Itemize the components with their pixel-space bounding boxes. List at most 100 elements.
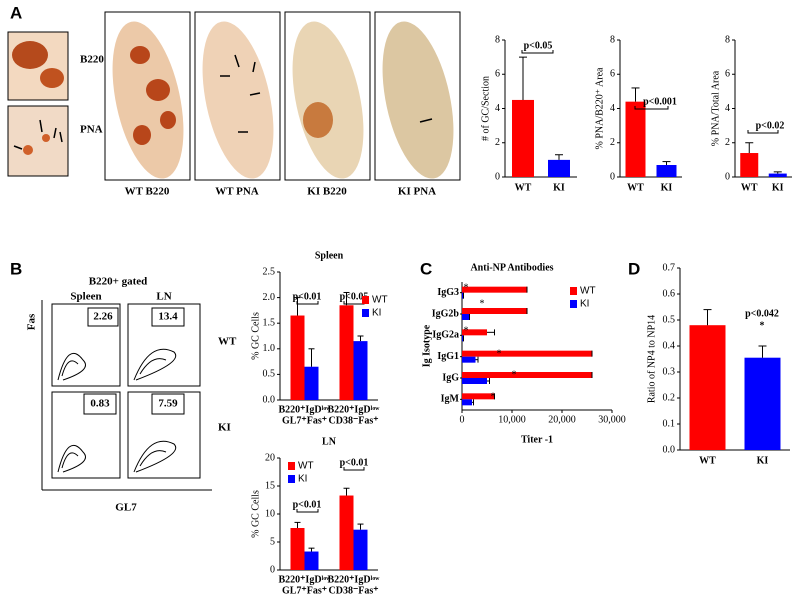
annotation: *: [760, 320, 765, 331]
bar: [353, 341, 368, 400]
bar: [462, 314, 470, 320]
y-tick-label: 10: [265, 508, 275, 519]
gate-value: 13.4: [158, 311, 178, 323]
annotation: *: [464, 282, 469, 293]
bracket: [521, 50, 554, 54]
bar: [768, 173, 787, 177]
flow-plots: [41, 300, 212, 491]
y-tick-label: 0: [610, 171, 615, 182]
bar: [689, 325, 726, 450]
legend-swatch: [362, 296, 369, 304]
x-tick-label: B220⁺IgDˡᵒʷ: [278, 404, 331, 415]
legend-swatch: [288, 462, 295, 470]
y-tick-label: 20: [265, 452, 275, 463]
legend-swatch: [570, 287, 577, 295]
y-tick-label: 2: [495, 137, 500, 148]
y-tick-label: 5: [270, 536, 275, 547]
x-tick-label: CD38⁻Fas⁺: [329, 585, 379, 596]
annotation: *: [497, 348, 502, 359]
y-tick-label: 15: [265, 480, 275, 491]
y-tick-label: 0.0: [263, 394, 276, 405]
annotation: p<0.02: [756, 120, 785, 131]
x-tick-label: GL7⁺Fas⁺: [282, 585, 327, 596]
bracket: [296, 509, 319, 513]
image-label: WT PNA: [215, 186, 259, 198]
bar: [462, 372, 592, 378]
x-tick-label: CD38⁻Fas⁺: [329, 415, 379, 426]
y-tick-label: 0.7: [663, 262, 676, 273]
x-tick-label: KI: [772, 182, 784, 193]
bar: [462, 350, 592, 357]
y-tick-label: 2: [610, 137, 615, 148]
bar: [353, 529, 368, 570]
annotation: p<0.01: [293, 499, 322, 510]
y-axis-label: Ig Isotype: [421, 324, 432, 367]
flow-column: Spleen: [70, 291, 101, 303]
y-tick-label: 8: [725, 34, 730, 45]
x-tick-label: 10,000: [498, 414, 526, 425]
bar: [462, 399, 472, 406]
x-tick-label: B220⁺IgDˡᵒʷ: [327, 574, 380, 585]
y-tick-label: IgG2b: [432, 308, 460, 319]
bar: [339, 495, 354, 570]
bar: [548, 159, 570, 177]
bar: [462, 292, 464, 299]
bar: [304, 551, 319, 570]
panel-letter: C: [420, 259, 432, 278]
image-label: PNA: [80, 124, 103, 136]
gate-value: 2.26: [93, 311, 113, 323]
bar: [744, 357, 781, 450]
bar: [512, 99, 534, 177]
y-tick-label: 0.5: [663, 314, 676, 325]
y-tick-label: IgG1: [437, 351, 459, 362]
y-tick-label: IgG3: [437, 287, 459, 298]
x-tick-label: WT: [627, 182, 644, 193]
legend-label: WT: [372, 295, 388, 306]
y-tick-label: IgM: [441, 394, 460, 405]
x-tick-label: WT: [741, 182, 758, 193]
gate-value: 0.83: [90, 398, 110, 410]
flow-x-label: GL7: [115, 502, 137, 514]
flow-column: LN: [156, 291, 171, 303]
y-tick-label: 2: [725, 137, 730, 148]
bracket: [634, 106, 669, 110]
image-label: KI PNA: [398, 186, 436, 198]
y-axis-label: Ratio of NP4 to NP14: [646, 315, 657, 403]
x-tick-label: WT: [699, 455, 716, 466]
bar: [656, 165, 677, 177]
legend-swatch: [570, 300, 577, 308]
bar: [462, 356, 476, 363]
bar: [290, 315, 305, 400]
x-tick-label: GL7⁺Fas⁺: [282, 415, 327, 426]
panel-letter: B: [10, 259, 22, 278]
annotation: p<0.01: [293, 291, 322, 302]
y-tick-label: 4: [610, 103, 615, 114]
bar: [462, 378, 487, 384]
y-tick-label: 2.5: [263, 266, 276, 277]
bar: [740, 153, 759, 177]
y-tick-label: 1.0: [263, 343, 276, 354]
chart-title: Anti-NP Antibodies: [470, 262, 553, 273]
y-tick-label: 0: [725, 171, 730, 182]
gate-value: 7.59: [158, 398, 178, 410]
bar: [462, 335, 464, 342]
bar: [462, 308, 527, 314]
x-tick-label: KI: [553, 182, 565, 193]
y-tick-label: 6: [495, 69, 500, 80]
legend-swatch: [288, 475, 295, 483]
flow-y-label: Fas: [26, 313, 38, 330]
bar: [339, 305, 354, 400]
x-tick-label: 30,000: [598, 414, 626, 425]
x-axis-label: Titer -1: [521, 434, 553, 445]
panel-letter: D: [628, 259, 640, 278]
image-label: KI B220: [307, 186, 347, 198]
flow-title: B220+ gated: [89, 276, 148, 288]
y-axis-label: % GC Cells: [250, 312, 261, 360]
annotation: p<0.01: [340, 457, 369, 468]
chart-title: LN: [322, 436, 337, 447]
y-tick-label: 8: [495, 34, 500, 45]
bar: [625, 101, 646, 177]
annotation: p<0.05: [340, 291, 369, 302]
